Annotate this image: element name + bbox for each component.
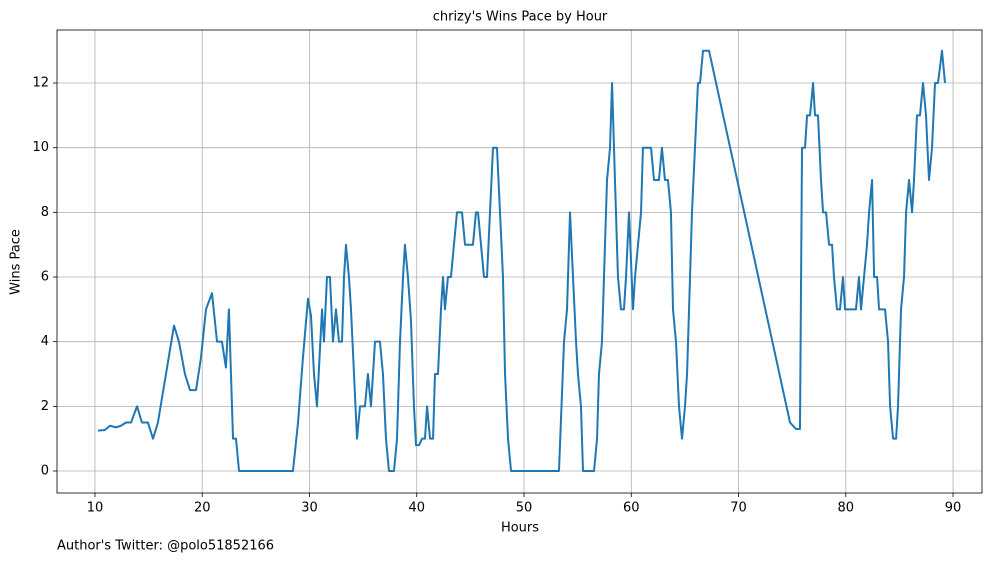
x-tick-label: 80 [838, 501, 855, 516]
footnote: Author's Twitter: @polo51852166 [57, 539, 274, 554]
y-axis-label: Wins Pace [9, 229, 24, 295]
data-line [97, 49, 946, 473]
x-tick-label: 50 [516, 501, 533, 516]
x-tick-label: 10 [87, 501, 104, 516]
y-tick-label: 12 [32, 76, 49, 91]
y-tick-label: 2 [41, 399, 49, 414]
x-tick-label: 70 [730, 501, 747, 516]
x-tick-label: 20 [194, 501, 211, 516]
plot-frame [56, 29, 983, 494]
y-tick-label: 10 [32, 140, 49, 155]
x-tick-label: 60 [623, 501, 640, 516]
y-tick-label: 8 [41, 205, 49, 220]
x-tick-label: 30 [301, 501, 318, 516]
y-tick-label: 0 [41, 464, 49, 479]
x-axis-label: Hours [501, 521, 539, 536]
x-tick-label: 40 [408, 501, 425, 516]
chart-title: chrizy's Wins Pace by Hour [433, 10, 608, 25]
y-tick-label: 4 [41, 334, 49, 349]
x-tick-label: 90 [945, 501, 962, 516]
y-tick-label: 6 [41, 270, 49, 285]
